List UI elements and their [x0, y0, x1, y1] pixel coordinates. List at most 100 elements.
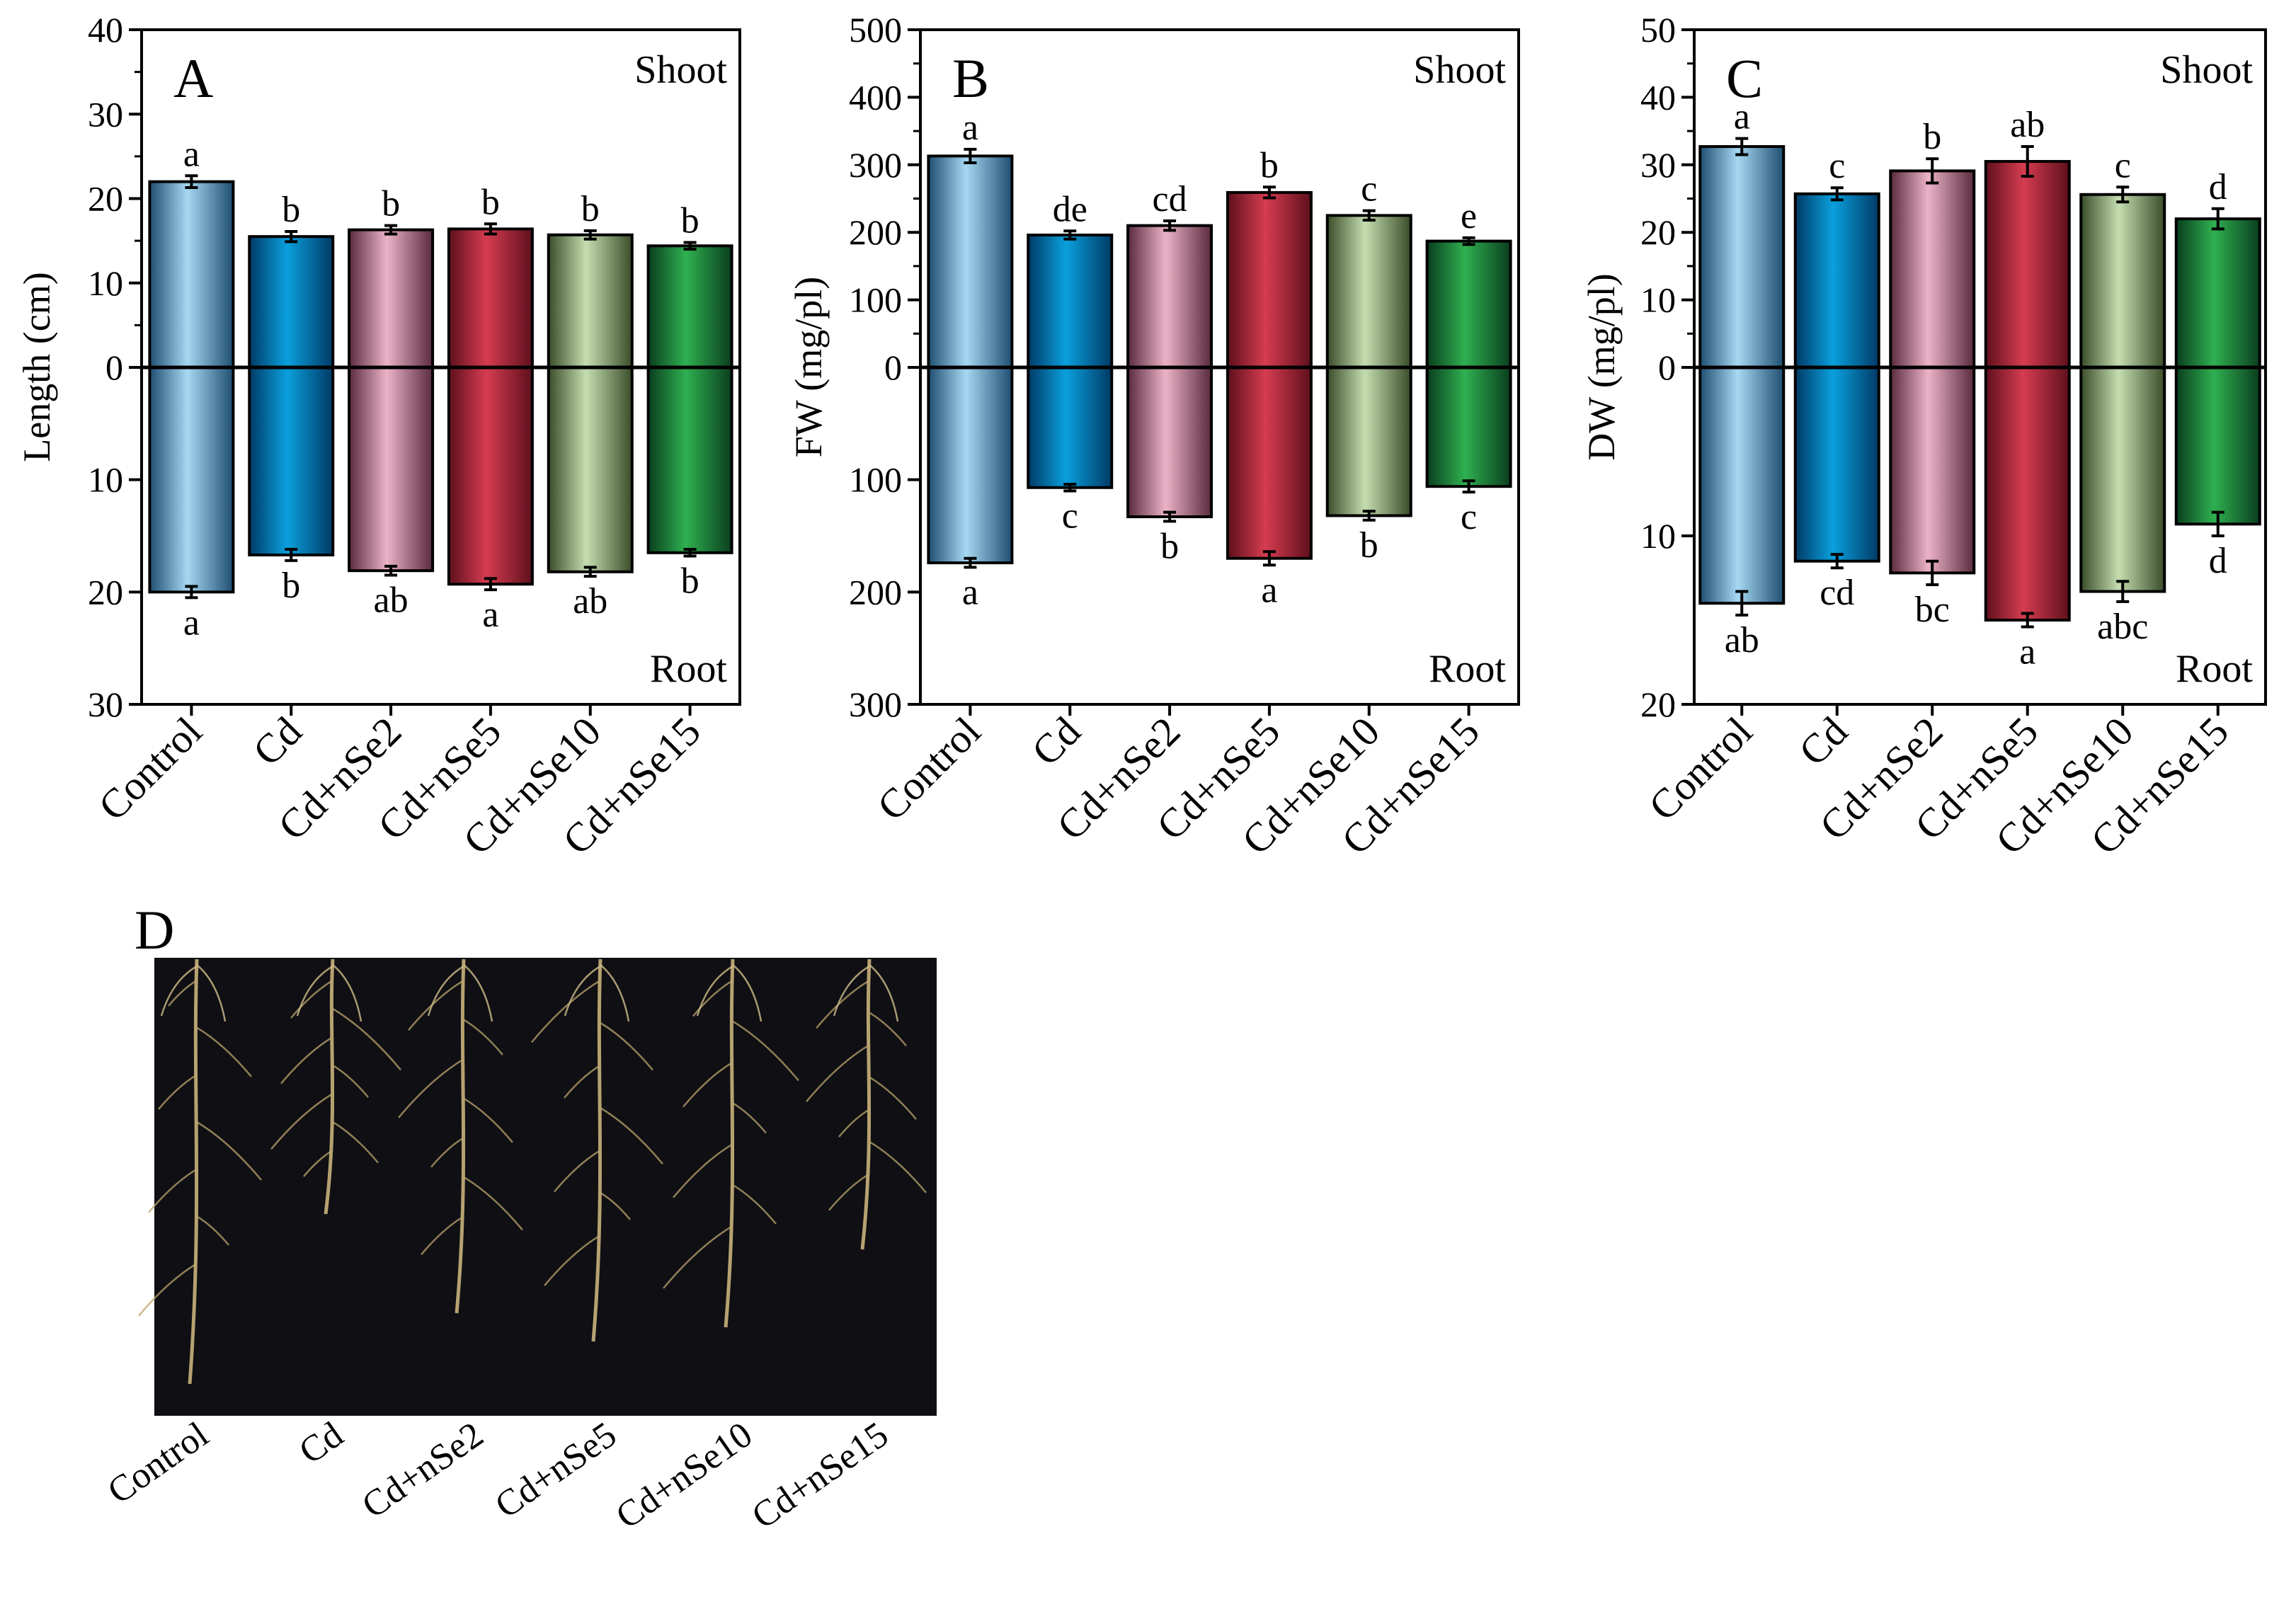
root-photo-illustration [138, 958, 927, 1385]
root-bar [1698, 366, 1786, 605]
shoot-bar [1027, 234, 1114, 369]
photo-category-label: Control [101, 1414, 216, 1512]
shoot-significance-letter: ab [2010, 105, 2045, 145]
shoot-significance-letter: b [282, 190, 300, 230]
y-tick-label: 0 [1658, 348, 1676, 387]
root-significance-letter: c [1062, 496, 1078, 537]
x-category-label: Control [868, 708, 989, 829]
shoot-significance-letter: de [1053, 189, 1087, 229]
y-tick-label: 30 [88, 94, 123, 134]
y-tick-label: 30 [1640, 145, 1676, 185]
y-tick-label: 0 [105, 348, 123, 387]
shoot-bar [646, 244, 733, 369]
y-axis-title: Length (cm) [16, 272, 58, 462]
root-specimen [398, 958, 523, 1314]
y-tick-label: 10 [1640, 280, 1676, 320]
root-specimen [531, 958, 663, 1342]
root-label: Root [1429, 647, 1506, 691]
shoot-significance-letter: b [581, 189, 600, 229]
shoot-significance-letter: a [183, 134, 200, 174]
y-tick-label: 400 [849, 77, 902, 117]
panel-d-photo: D Control Cd Cd+nSe2Cd+nSe5Cd+nSe10Cd+nSe1… [101, 899, 937, 1537]
y-tick-label: 300 [849, 685, 902, 724]
root-significance-letter: a [962, 572, 978, 612]
panel-b-chart: 500 400 300 200 100 0 100 200 300 FW (mg/pl) B Shoo… [787, 10, 1520, 864]
root-specimen [138, 958, 262, 1385]
shoot-significance-letter: e [1461, 196, 1477, 236]
shoot-significance-letter: b [1923, 117, 1941, 157]
root-bar [1889, 366, 1976, 575]
photo-category-label: Cd+nSe5 [488, 1414, 624, 1526]
root-bar [2079, 366, 2166, 593]
x-category-label: Control [89, 708, 210, 829]
shoot-significance-letter: b [481, 182, 500, 222]
root-label: Root [650, 647, 727, 691]
root-label: Root [2176, 647, 2253, 691]
shoot-label: Shoot [634, 48, 727, 92]
x-category-label: Cd [1790, 708, 1856, 774]
root-significance-letter: d [2209, 541, 2227, 581]
y-tick-label: 200 [849, 212, 902, 252]
shoot-bar [1425, 239, 1512, 369]
shoot-bar [1793, 192, 1880, 369]
root-bar [1793, 366, 1880, 563]
shoot-significance-letter: cd [1153, 179, 1187, 219]
root-specimen [663, 958, 799, 1328]
root-significance-letter: c [1461, 497, 1477, 537]
root-significance-letter: ab [573, 581, 607, 622]
shoot-bar [248, 235, 335, 369]
shoot-significance-letter: c [1829, 146, 1845, 186]
root-bar [927, 366, 1014, 565]
shoot-bar [148, 180, 235, 369]
root-significance-letter: ab [374, 580, 409, 621]
root-bar [1325, 366, 1412, 517]
shoot-bar [2174, 217, 2261, 369]
shoot-significance-letter: a [962, 108, 978, 148]
panel-c-chart: 50 40 30 20 10 0 10 20 DW (mg/pl) C Shoot Root a ab Co… [1580, 10, 2267, 864]
root-bar [148, 366, 235, 594]
y-tick-label: 20 [1640, 685, 1676, 724]
root-significance-letter: a [1261, 570, 1277, 610]
photo-category-label: Cd+nSe10 [609, 1414, 760, 1537]
y-axis-title: DW (mg/pl) [1580, 273, 1623, 460]
y-tick-label: 30 [88, 685, 123, 724]
shoot-bar [2079, 193, 2166, 369]
panel-a-chart: 40 30 20 10 0 10 20 30 Length (cm) A Shoot Root a a Co… [16, 10, 741, 864]
y-tick-label: 50 [1640, 10, 1676, 50]
root-bar [1027, 366, 1114, 489]
y-tick-label: 0 [884, 348, 902, 387]
panel-d-letter: D [135, 899, 174, 961]
shoot-bar [927, 154, 1014, 369]
root-photo-background [154, 958, 937, 1416]
shoot-significance-letter: d [2209, 167, 2227, 207]
root-significance-letter: b [1360, 525, 1378, 566]
panel-letter: C [1726, 47, 1763, 109]
shoot-bar [447, 227, 534, 369]
y-tick-label: 500 [849, 10, 902, 50]
shoot-label: Shoot [2160, 48, 2253, 92]
y-tick-label: 100 [849, 280, 902, 320]
shoot-bar [1325, 214, 1412, 369]
x-category-label: Control [1640, 708, 1761, 829]
photo-category-label: Cd [292, 1414, 350, 1472]
shoot-significance-letter: b [382, 184, 400, 224]
y-axis-title: FW (mg/pl) [787, 277, 830, 458]
root-bar [547, 366, 634, 573]
root-significance-letter: b [1160, 526, 1179, 566]
shoot-significance-letter: b [681, 201, 699, 241]
root-significance-letter: a [2019, 632, 2035, 672]
panel-letter: A [173, 47, 213, 109]
root-bar [1126, 366, 1213, 519]
root-bar [2174, 366, 2261, 526]
root-significance-letter: a [482, 595, 498, 635]
y-tick-label: 20 [88, 572, 123, 612]
root-bar [348, 366, 435, 573]
root-significance-letter: b [282, 566, 300, 606]
y-tick-label: 10 [1640, 516, 1676, 556]
y-tick-label: 40 [1640, 77, 1676, 117]
shoot-significance-letter: b [1260, 145, 1279, 185]
y-tick-label: 200 [849, 572, 902, 612]
y-tick-label: 20 [1640, 212, 1676, 252]
